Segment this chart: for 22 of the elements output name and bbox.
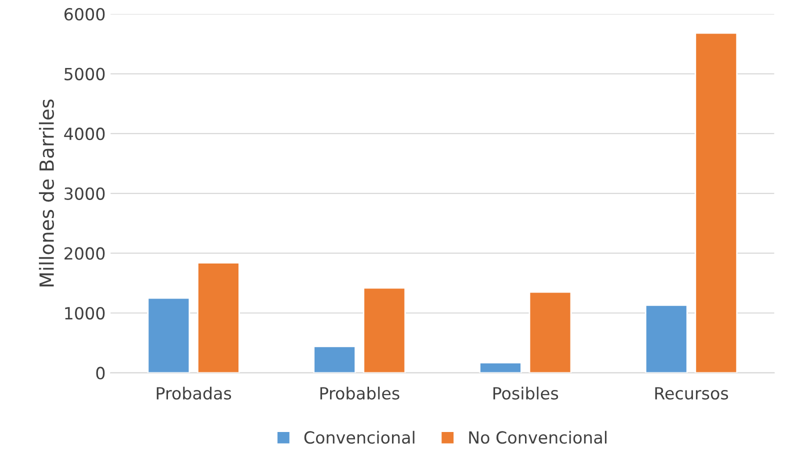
- legend-label: Convencional: [304, 430, 414, 444]
- bar: [479, 362, 522, 373]
- legend-label: No Convencional: [469, 430, 606, 444]
- y-tick-label: 1000: [65, 306, 105, 320]
- bar: [197, 262, 240, 373]
- y-tick-label: 5000: [64, 68, 105, 80]
- bar: [362, 287, 406, 373]
- x-tick-label: Probadas: [156, 386, 232, 400]
- bar: [694, 32, 738, 373]
- bar: [528, 291, 572, 373]
- y-tick-label: 2000: [64, 247, 105, 260]
- x-tick-label: Probables: [320, 386, 400, 400]
- y-axis-title: Millones de Barriles: [38, 99, 54, 286]
- bar: [147, 297, 190, 373]
- y-tick-label: 3000: [64, 187, 105, 200]
- x-tick-label: Posibles: [493, 386, 558, 400]
- y-tick-label: 0: [96, 366, 105, 380]
- y-tick-label: 6000: [64, 8, 105, 21]
- y-tick-label: 4000: [64, 128, 105, 140]
- bar: [313, 346, 356, 373]
- x-tick-label: Recursos: [655, 387, 728, 400]
- bar: [644, 304, 688, 373]
